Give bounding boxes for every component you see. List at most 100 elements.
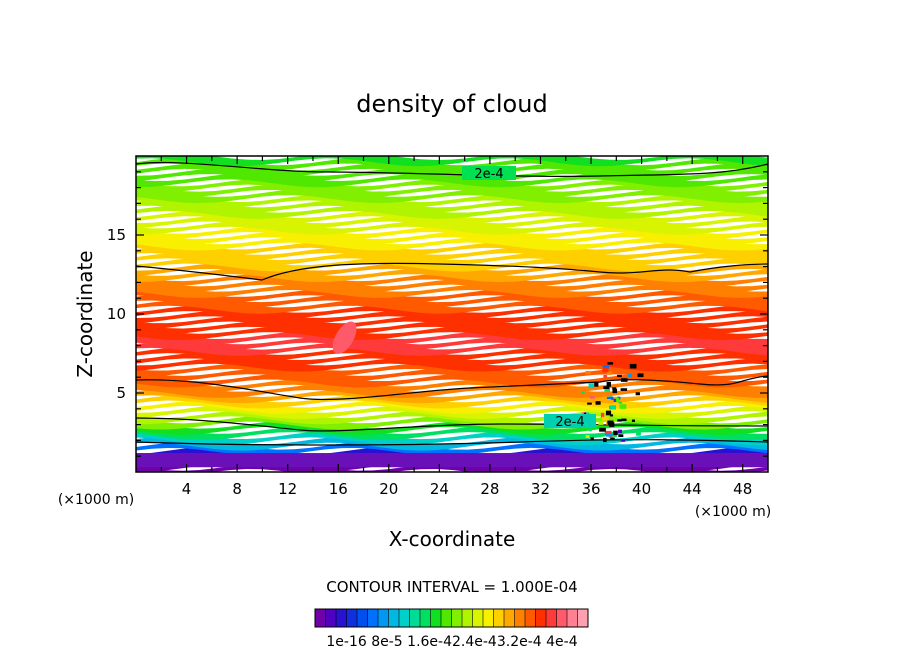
colorbar-swatch — [378, 609, 389, 627]
noise-cell — [595, 401, 601, 405]
axis-ticks — [136, 156, 768, 472]
noise-cell — [619, 404, 627, 409]
noise-cell — [620, 388, 628, 391]
noise-cell — [598, 421, 604, 425]
noise-cell — [582, 397, 587, 402]
colorbar-swatch — [367, 609, 379, 627]
noise-cell — [618, 434, 624, 438]
field-band — [136, 431, 768, 446]
field-band — [136, 441, 768, 456]
y-axis-label: Z-coordinate — [73, 250, 97, 377]
colorbar-swatch — [315, 609, 326, 627]
x-tick-label: 16 — [329, 480, 348, 498]
field-band — [136, 236, 768, 251]
noise-cell — [610, 437, 615, 441]
noise-cell — [617, 419, 622, 422]
noise-cell — [628, 373, 632, 378]
contour-label-bottom: 2e-4 — [555, 415, 584, 430]
noise-cell — [608, 422, 615, 427]
noise-cell — [588, 427, 592, 432]
x-tick-label: 24 — [430, 480, 449, 498]
noise-cell — [619, 364, 626, 367]
field-band — [136, 341, 768, 356]
noise-cell — [629, 363, 637, 369]
noise-patch — [581, 362, 644, 443]
contour-upper — [136, 262, 768, 281]
noise-cell — [612, 388, 618, 394]
field-band — [136, 157, 768, 172]
x-tick-label: 48 — [733, 480, 752, 498]
noise-cell — [604, 386, 610, 392]
field-band — [136, 283, 768, 298]
noise-cell — [589, 396, 595, 399]
colorbar-swatch — [556, 609, 568, 627]
y-unit-label: (×1000 m) — [58, 492, 134, 508]
contour-interval: CONTOUR INTERVAL = 1.000E-04 — [326, 578, 577, 596]
noise-cell — [585, 370, 591, 375]
x-tick-label: 12 — [278, 480, 297, 498]
noise-cell — [613, 430, 618, 436]
x-tick-label: 8 — [232, 480, 242, 498]
noise-cell — [631, 419, 636, 422]
y-tick-label: 10 — [107, 305, 126, 323]
noise-cell — [602, 365, 609, 369]
y-tick-labels: 5 10 15 — [107, 226, 126, 402]
noise-cell — [599, 427, 606, 432]
noise-cell — [585, 434, 590, 438]
field-band — [136, 378, 768, 393]
field-band — [136, 188, 768, 204]
colorbar-swatch — [504, 609, 515, 627]
noise-cell — [621, 418, 627, 421]
field-band — [136, 346, 768, 362]
field-base-band — [136, 453, 768, 468]
noise-cell — [607, 399, 614, 404]
colorbar — [315, 609, 589, 627]
y-tick-label: 5 — [116, 384, 126, 402]
x-tick-label: 4 — [182, 480, 192, 498]
noise-cell — [600, 412, 605, 418]
noise-cell — [613, 433, 617, 438]
x-tick-label: 20 — [379, 480, 398, 498]
contour-label-bg-1 — [462, 166, 516, 180]
field-band — [136, 383, 768, 398]
colorbar-swatch — [514, 609, 526, 627]
field-band — [136, 336, 768, 351]
field-band — [136, 204, 768, 219]
noise-cell — [603, 437, 607, 443]
noise-cell — [587, 402, 592, 405]
noise-cell — [606, 396, 614, 400]
colorbar-swatch — [336, 609, 347, 627]
contour-bottom — [136, 417, 768, 432]
noise-cell — [609, 405, 617, 410]
colorbar-swatch — [546, 609, 557, 627]
noise-cell — [606, 433, 613, 437]
colorbar-frame — [314, 608, 589, 628]
x-tick-label: 44 — [683, 480, 702, 498]
field-band — [136, 436, 768, 451]
noise-cell — [637, 373, 644, 378]
colorbar-swatch — [567, 609, 578, 627]
field-band — [136, 241, 768, 256]
noise-cell — [603, 374, 608, 378]
field-band — [136, 194, 768, 209]
contour-lines — [136, 161, 768, 446]
x-axis-label: X-coordinate — [389, 527, 516, 551]
colorbar-swatch — [441, 609, 452, 627]
noise-cell — [636, 430, 641, 436]
noise-cell — [594, 381, 599, 387]
x-tick-label: 36 — [581, 480, 600, 498]
colorbar-swatch — [357, 609, 368, 627]
contour-lower — [136, 375, 768, 401]
x-tick-label: 40 — [632, 480, 651, 498]
noise-cell — [618, 429, 622, 434]
noise-cell — [606, 371, 613, 375]
noise-cell — [607, 362, 614, 365]
noise-cell — [602, 416, 609, 421]
colorbar-swatch — [430, 609, 442, 627]
colorbar-swatch — [451, 609, 463, 627]
field-band — [136, 331, 768, 346]
noise-cell — [605, 410, 612, 416]
field-band — [136, 246, 768, 262]
contour-label-bg-2 — [544, 414, 596, 428]
